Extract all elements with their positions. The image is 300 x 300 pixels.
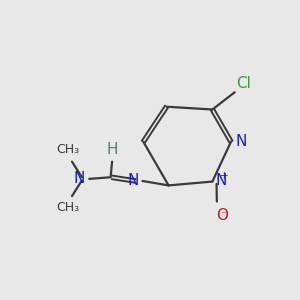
Text: CH₃: CH₃ bbox=[56, 143, 79, 156]
Text: O: O bbox=[216, 208, 228, 223]
Text: N: N bbox=[74, 171, 85, 186]
Text: N: N bbox=[128, 173, 139, 188]
Text: ⁻: ⁻ bbox=[220, 210, 226, 220]
Text: N: N bbox=[216, 172, 227, 188]
Text: H: H bbox=[106, 142, 118, 157]
Text: +: + bbox=[220, 171, 229, 181]
Text: N: N bbox=[236, 134, 247, 149]
Text: Cl: Cl bbox=[236, 76, 251, 91]
Text: CH₃: CH₃ bbox=[56, 202, 79, 214]
